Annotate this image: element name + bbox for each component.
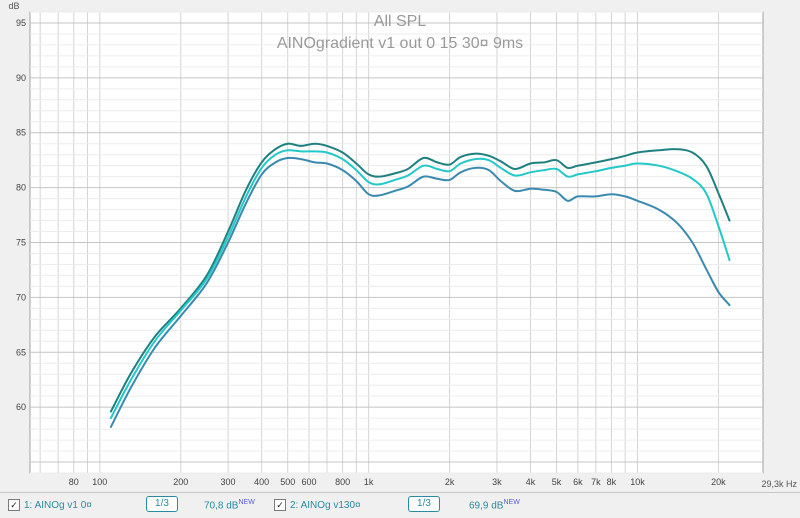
legend-level-2: 69,9 dBNEW: [469, 499, 520, 511]
series-line-3: [109, 156, 731, 428]
chart-title: All SPL: [374, 13, 427, 30]
x-tick-label: 80: [69, 477, 79, 487]
y-tick-label: 90: [16, 73, 26, 83]
y-tick-label: 75: [16, 238, 26, 248]
x-axis-unit-label: 29,3k Hz: [761, 479, 797, 489]
x-tick-label: 4k: [526, 477, 536, 487]
x-tick-label: 5k: [552, 477, 562, 487]
legend-level-1: 70,8 dBNEW: [204, 499, 255, 511]
y-tick-label: 95: [16, 18, 26, 28]
y-tick-label: 60: [16, 402, 26, 412]
series-lines: [109, 142, 731, 428]
legend-level-value-1: 70,8 dB: [204, 500, 239, 512]
x-tick-label: 600: [301, 477, 316, 487]
x-tick-label: 6k: [573, 477, 583, 487]
y-axis-unit-label: dB: [8, 1, 19, 11]
x-tick-label: 10k: [630, 477, 645, 487]
x-tick-label: 8k: [607, 477, 617, 487]
smoothing-button-2[interactable]: 1/3: [408, 496, 440, 512]
legend-level-value-2: 69,9 dB: [469, 500, 504, 512]
x-tick-label: 300: [221, 477, 236, 487]
chart-subtitle: AINOgradient v1 out 0 15 30¤ 9ms: [277, 35, 523, 52]
x-tick-label: 500: [280, 477, 295, 487]
smoothing-button-1[interactable]: 1/3: [146, 496, 178, 512]
axis-ticks: 60 65 70 75 80 85 90 95 80 100 200 300 400 500 600 800 1…: [16, 18, 726, 487]
x-tick-label: 200: [173, 477, 188, 487]
y-tick-label: 70: [16, 292, 26, 302]
y-tick-label: 65: [16, 347, 26, 357]
x-tick-label: 1k: [364, 477, 374, 487]
x-tick-label: 400: [254, 477, 269, 487]
legend-checkbox-1[interactable]: ✓: [8, 499, 20, 511]
grid: [30, 11, 763, 474]
x-tick-label: 7k: [591, 477, 601, 487]
legend-bar: ✓ 1: AINOg v1 0¤ 1/3 70,8 dBNEW ✓ 2: AIN…: [0, 492, 800, 518]
x-tick-label: 100: [92, 477, 107, 487]
legend-new-badge-1: NEW: [238, 499, 255, 506]
spl-chart: All SPL AINOgradient v1 out 0 15 30¤ 9ms…: [8, 1, 797, 489]
legend-name-1: 1: AINOg v1 0¤: [24, 499, 92, 511]
x-tick-label: 20k: [711, 477, 726, 487]
x-tick-label: 2k: [445, 477, 455, 487]
y-tick-label: 85: [16, 128, 26, 138]
series-line-2: [109, 149, 731, 420]
legend-item-1[interactable]: ✓ 1: AINOg v1 0¤: [8, 499, 92, 511]
x-tick-label: 800: [335, 477, 350, 487]
legend-item-2[interactable]: ✓ 2: AINOg v130¤: [274, 499, 361, 511]
legend-checkbox-2[interactable]: ✓: [274, 499, 286, 511]
y-tick-label: 80: [16, 183, 26, 193]
legend-name-2: 2: AINOg v130¤: [290, 499, 361, 511]
series-line-1: [109, 142, 731, 413]
legend-new-badge-2: NEW: [503, 499, 520, 506]
x-tick-label: 3k: [492, 477, 502, 487]
